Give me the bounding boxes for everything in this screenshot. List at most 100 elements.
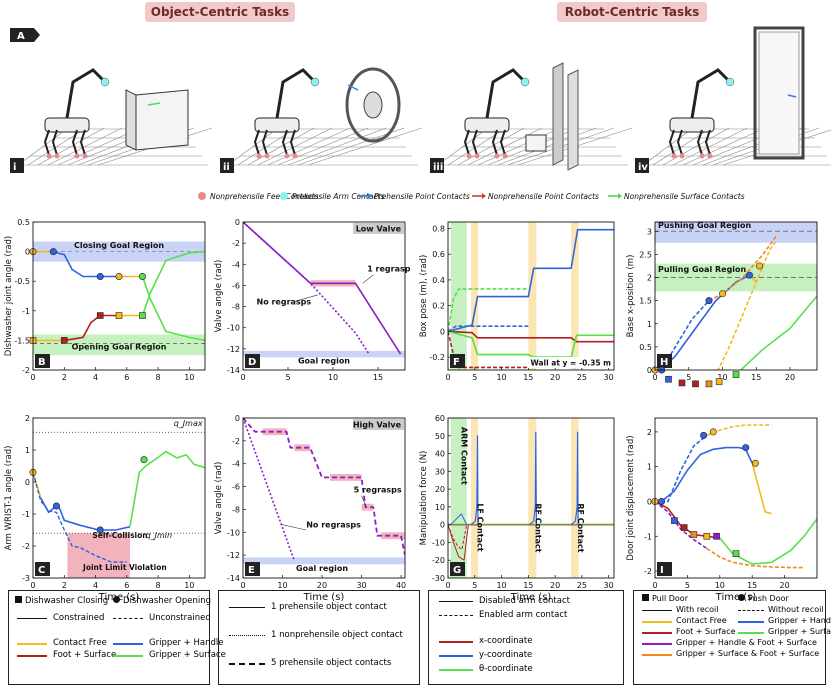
grid-line (467, 127, 543, 166)
legend-without-recoil: Without recoil (768, 605, 824, 614)
point-arrow (787, 94, 797, 98)
title-box (353, 419, 404, 430)
x-tick-label: 0 (652, 581, 657, 590)
robot-leg (471, 129, 478, 156)
annotation-leader (280, 523, 307, 531)
axes-frame (654, 417, 818, 579)
x-tick-label: 15 (373, 373, 383, 382)
square-marker (139, 312, 146, 319)
y-tick-label: 1 (25, 446, 30, 455)
series-push-with-recoil (660, 446, 753, 503)
blue-line-icon (113, 643, 143, 645)
robot-arm (275, 68, 315, 119)
contact-band (528, 222, 537, 370)
robot-body (254, 117, 300, 133)
grid-line (247, 127, 315, 166)
grid-line (307, 127, 423, 166)
y-axis-label: Dishwasher joint angle (rad) (4, 236, 14, 357)
legend-enabled-arm: Enabled arm contact (479, 610, 568, 620)
box (525, 134, 547, 152)
robot-leg (281, 129, 288, 156)
chart-B: 0 2 4 6 8 10 0.5 0 -0.5 -1 -1.5 -2 Dishwasher joint … (4, 218, 206, 382)
y-tick-label: 40 (435, 450, 445, 459)
arrow-head-icon (368, 193, 372, 199)
series-push-without-recoil (706, 424, 772, 437)
dashed-line-icon (229, 663, 265, 665)
door-frame (753, 26, 805, 160)
legend-5-prehensile: 5 prehensile object contacts (271, 658, 392, 668)
foot-contact-icon (54, 153, 60, 159)
y-tick-label: 0 (440, 521, 445, 530)
x-tick-label: 5 (285, 373, 290, 382)
x-tick-label: 0 (240, 581, 245, 590)
y-tick-label: 1 (647, 463, 652, 472)
y-tick-label: -0.5 (14, 277, 30, 286)
plot-area (33, 431, 205, 578)
y-tick-label: 0.2 (432, 302, 445, 311)
contact-band (571, 418, 579, 578)
x-tick-label: 0 (652, 373, 657, 382)
y-tick-label: 0 (235, 218, 240, 227)
panel-a-label: A (10, 28, 40, 42)
square-marker (680, 524, 688, 531)
region-label: Goal region (298, 357, 350, 366)
scene-label-box (430, 158, 444, 173)
plot-area (655, 424, 817, 569)
series-y-force (450, 513, 468, 526)
y-tick-label: 30 (435, 467, 445, 476)
scene-label-box (220, 158, 234, 173)
legend-door-gripper-surface: Gripper + Surface (768, 627, 831, 636)
scene-iii: iii (430, 62, 633, 173)
surface-arrow (147, 102, 161, 106)
annotation-leader (295, 294, 318, 302)
grid-line (682, 127, 766, 166)
regrasp-band (294, 444, 311, 452)
series-1-nonprehensile (243, 222, 370, 355)
foot-contact-icon (699, 153, 705, 159)
red-line-icon (439, 641, 473, 643)
regrasp-band (262, 428, 287, 436)
square-marker (713, 532, 720, 540)
circle-marker (657, 497, 665, 505)
y-tick-label: 2 (647, 274, 652, 283)
y-tick-label: -6 (232, 281, 240, 290)
legend-foot-surface: Foot + Surface (53, 650, 117, 660)
robot-centric-header: Robot-Centric Tasks (557, 2, 707, 22)
series-push-without-recoil (655, 300, 710, 370)
legend-theta: θ-coordinate (479, 664, 533, 674)
robot-leg (71, 129, 78, 156)
panel-letter-box (35, 354, 50, 368)
circle-marker-icon (113, 596, 120, 603)
series-1-nonprehensile (243, 418, 296, 562)
axes-frame (447, 221, 615, 371)
circle-marker (709, 428, 717, 436)
contact-legend-label: Prehensile Arm Contacts (292, 192, 384, 201)
legend-opening: Dishwasher Opening (123, 596, 211, 606)
annotation-leader (361, 495, 366, 505)
goal-region (243, 557, 405, 565)
y-axis-label: Arm WRIST-1 angle (rad) (4, 446, 14, 551)
robot-arm (65, 68, 105, 119)
contact-band (450, 418, 467, 578)
series-push-with-recoil (751, 462, 772, 515)
robot-leg (51, 129, 58, 156)
y-tick-label: -2 (22, 542, 30, 551)
svg-text:A: A (17, 31, 25, 42)
y-tick-label: 0.8 (432, 224, 445, 233)
y-tick-label: -1 (22, 307, 30, 316)
grid-line (267, 127, 351, 166)
legend-x: x-coordinate (479, 636, 533, 646)
series-disabled-x (448, 524, 468, 551)
grid-line (277, 127, 369, 166)
object-centric-header: Object-Centric Tasks (145, 2, 295, 22)
contact-band (471, 418, 478, 578)
x-tick-label: 25 (577, 373, 587, 382)
x-tick-label: 40 (396, 581, 406, 590)
legend-closing: Dishwasher Closing (25, 596, 109, 606)
panel-letter-box (657, 562, 672, 576)
region-label: Closing Goal Region (74, 241, 164, 250)
y-tick-label: -8 (232, 505, 240, 514)
foot-contact-icon (74, 153, 80, 159)
contact-legend-label: Nonprehensile Surface Contacts (624, 192, 745, 201)
y-tick-label: 2 (647, 428, 652, 437)
